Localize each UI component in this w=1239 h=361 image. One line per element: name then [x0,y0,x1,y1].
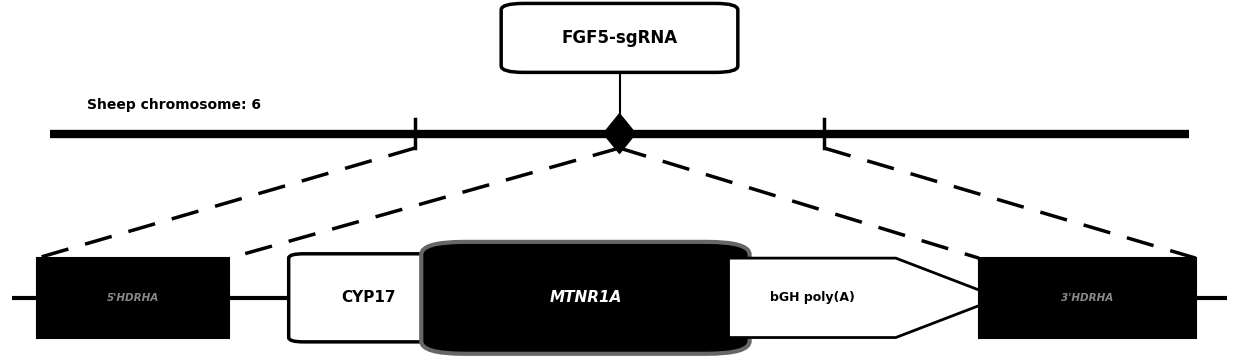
FancyBboxPatch shape [421,242,750,354]
Text: MTNR1A: MTNR1A [549,290,622,305]
Text: CYP17: CYP17 [342,290,395,305]
Text: 5'HDRHA: 5'HDRHA [107,293,160,303]
FancyBboxPatch shape [501,4,737,72]
FancyBboxPatch shape [979,258,1196,338]
Text: Sheep chromosome: 6: Sheep chromosome: 6 [87,98,260,112]
Text: bGH poly(A): bGH poly(A) [769,291,855,304]
Text: FGF5-sgRNA: FGF5-sgRNA [561,29,678,47]
FancyBboxPatch shape [37,258,229,338]
FancyBboxPatch shape [289,254,449,342]
Polygon shape [603,114,636,153]
Text: 3'HDRHA: 3'HDRHA [1061,293,1114,303]
Polygon shape [729,258,1000,338]
